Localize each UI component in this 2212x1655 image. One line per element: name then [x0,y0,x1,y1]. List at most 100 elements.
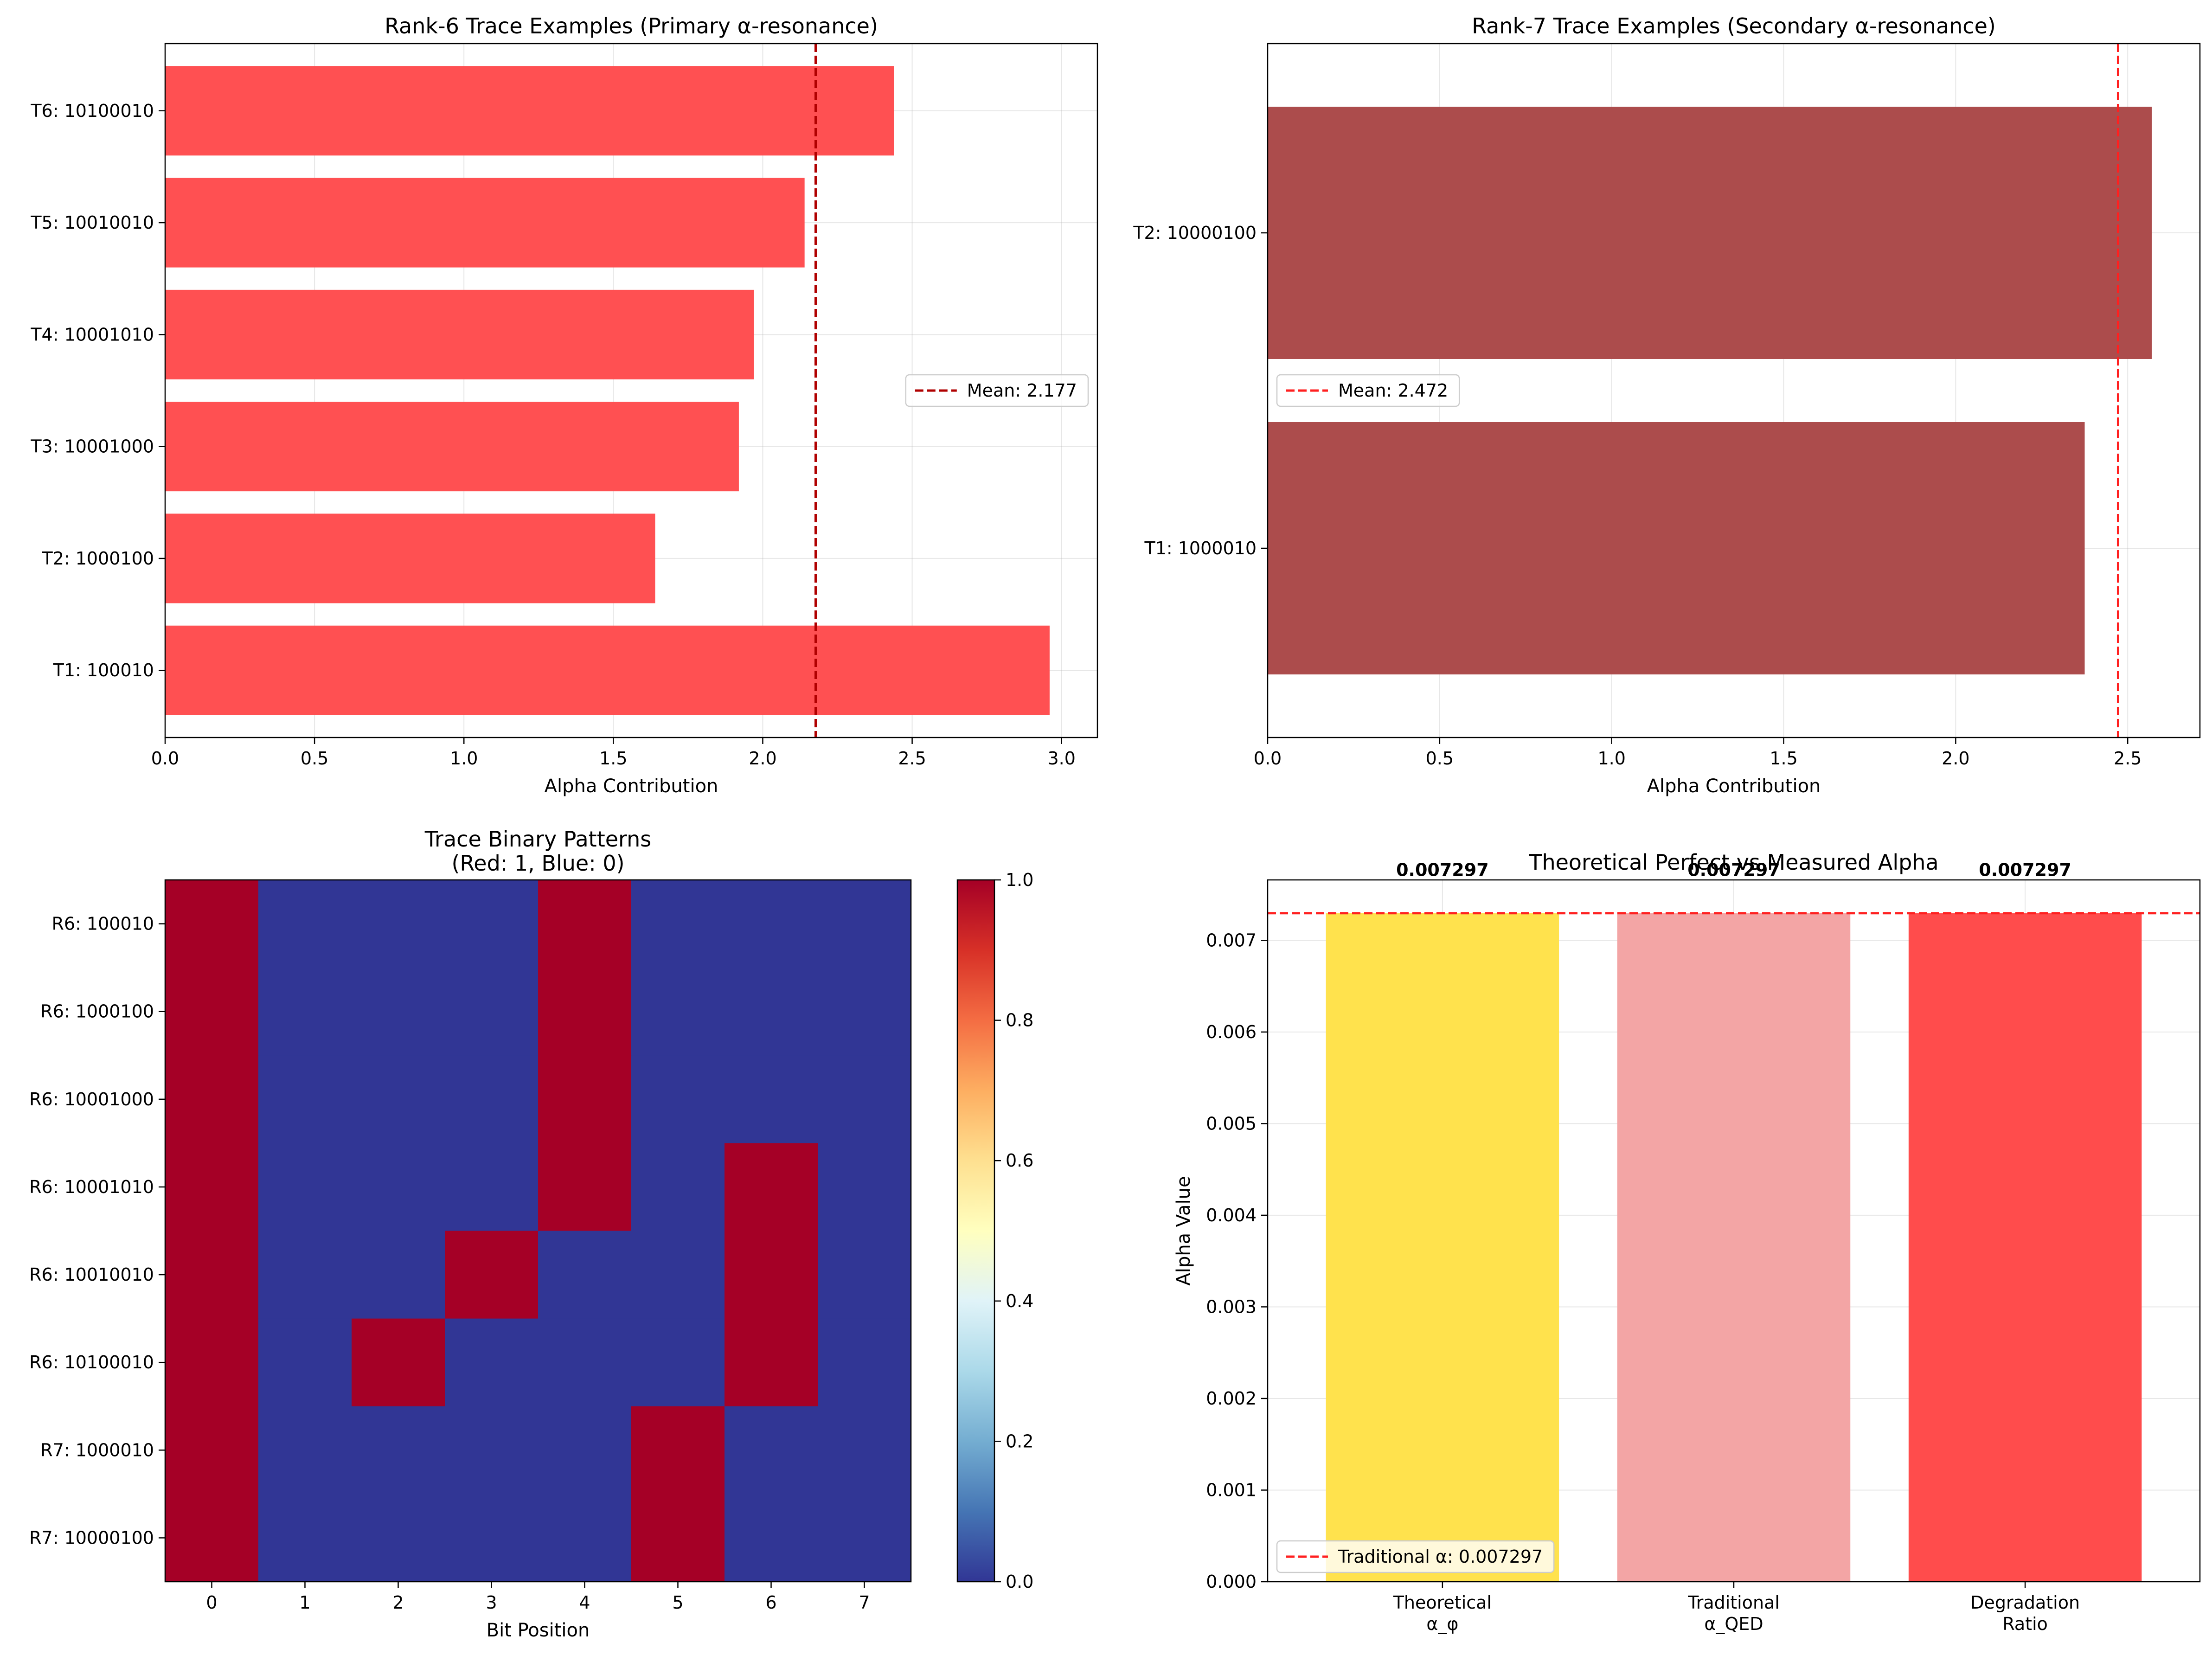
heatmap-cell [445,880,539,968]
heatmap-cell [538,1494,632,1582]
x-tick-label: 0.5 [1426,748,1454,769]
heatmap-cell [818,1494,911,1582]
heatmap-cell [258,1406,352,1495]
y-tick-label: 0.004 [1206,1205,1257,1225]
heatmap-cell [165,1494,259,1582]
x-tick-label: 2.5 [898,748,926,769]
heatmap-ticks: 0 1 2 3 4 5 6 7 R6: 100010 R6: 1000100 R6: 1000100… [29,914,870,1613]
bar [165,513,655,603]
heatmap-cell [165,968,259,1056]
rank7-bars [1268,107,2152,674]
rank6-bars [165,66,1050,715]
heatmap-cell [818,1406,911,1495]
y-tick-label: T2: 10000100 [1133,223,1257,243]
rank7-chart-title: Rank-7 Trace Examples (Secondary α-reson… [1472,13,1996,38]
heatmap-cell [538,1231,632,1319]
y-tick-label: R6: 1000100 [40,1001,154,1022]
alpha-ticks: 0.000 0.001 0.002 0.003 0.004 0.005 0.006 0.007… [1206,930,2080,1634]
y-tick-label: 0.002 [1206,1388,1257,1409]
heatmap-cell [352,1406,445,1495]
x-tick-label: 2.5 [2114,748,2141,769]
colorbar-tick-label: 0.2 [1006,1431,1033,1451]
heatmap-cell [445,1143,539,1232]
x-tick-label: Theoretical [1393,1592,1492,1613]
alpha-legend: Traditional α: 0.007297 [1276,1540,1555,1573]
x-tick-label: 5 [672,1592,683,1613]
rank6-chart-title: Rank-6 Trace Examples (Primary α-resonan… [385,13,878,38]
heatmap-cell [258,1143,352,1232]
heatmap-cell [445,1055,539,1143]
heatmap-cell [165,1055,259,1143]
x-tick-label: 4 [579,1592,590,1613]
heatmap-cell [352,1143,445,1232]
y-tick-label: R6: 10100010 [29,1352,154,1373]
bar-value-label: 0.007297 [1979,860,2071,880]
heatmap-cell [352,1231,445,1319]
rank6-axes-frame [164,43,1098,738]
y-tick-label: T6: 10100010 [30,101,154,121]
heatmap-cell [258,968,352,1056]
heatmap-cell [725,1143,818,1232]
heatmap-cell [725,1494,818,1582]
heatmap-cell [725,968,818,1056]
x-tick-label: 3 [486,1592,497,1613]
rank7-x-axis-label: Alpha Contribution [1647,776,1821,797]
colorbar-tick-label: 1.0 [1006,870,1033,890]
bar [165,402,739,492]
heatmap-cell [445,1231,539,1319]
x-tick-label: 1.5 [1770,748,1797,769]
rank7-legend-box [1276,374,1460,407]
heatmap-cell [818,968,911,1056]
heatmap-cell [352,1055,445,1143]
heatmap-cell [538,1143,632,1232]
bar [1326,913,1559,1582]
heatmap-cell [631,1494,725,1582]
heatmap-cell [258,1318,352,1407]
rank6-legend-box [905,374,1089,407]
y-tick-label: T4: 10001010 [30,324,154,345]
bar [165,66,894,156]
alpha-value-labels: 0.007297 0.007297 0.007297 [1396,860,2071,880]
heatmap-cell [818,1231,911,1319]
bar [165,625,1050,715]
x-tick-label: 2.0 [749,748,776,769]
y-tick-label: R6: 10001010 [29,1177,154,1197]
y-tick-label: T2: 1000100 [41,548,154,569]
y-tick-label: T1: 100010 [53,660,154,680]
binary-pattern-heatmap: Trace Binary Patterns (Red: 1, Blue: 0) … [29,827,1033,1641]
heatmap-cell [631,1231,725,1319]
rank6-x-axis-label: Alpha Contribution [545,776,718,797]
x-tick-label: 2 [392,1592,404,1613]
heatmap-cell [165,1406,259,1495]
heatmap-cell [538,968,632,1056]
y-tick-label: 0.006 [1206,1022,1257,1042]
alpha-bars [1326,913,2142,1582]
heatmap-cell [352,1494,445,1582]
heatmap-cell [165,880,259,968]
bar-value-label: 0.007297 [1396,860,1489,880]
x-tick-label: 3.0 [1047,748,1075,769]
heatmap-cell [258,1231,352,1319]
heatmap-cell [538,1055,632,1143]
heatmap-cell [818,1318,911,1407]
heatmap-cell [445,968,539,1056]
heatmap-cell [165,1143,259,1232]
heatmap-cell [725,1231,818,1319]
heatmap-cell [445,1318,539,1407]
colorbar-tick-label: 0.8 [1006,1010,1033,1031]
heatmap-cell [258,1494,352,1582]
y-tick-label: R7: 1000010 [40,1440,154,1460]
heatmap-cell [352,968,445,1056]
heatmap-cell [631,1055,725,1143]
bar [1908,913,2142,1582]
alpha-legend-box [1276,1540,1555,1573]
heatmap-cell [258,880,352,968]
bar-value-label: 0.007297 [1687,860,1780,880]
heatmap-colorbar: 0.0 0.2 0.4 0.6 0.8 1.0 [956,870,1033,1592]
heatmap-subtitle: (Red: 1, Blue: 0) [451,851,624,876]
rank6-bar-chart: Rank-6 Trace Examples (Primary α-resonan… [30,13,1098,797]
x-tick-label: 6 [765,1592,776,1613]
colorbar-fill [957,880,994,1582]
y-tick-label: R6: 100010 [51,914,154,934]
heatmap-cell [818,1143,911,1232]
